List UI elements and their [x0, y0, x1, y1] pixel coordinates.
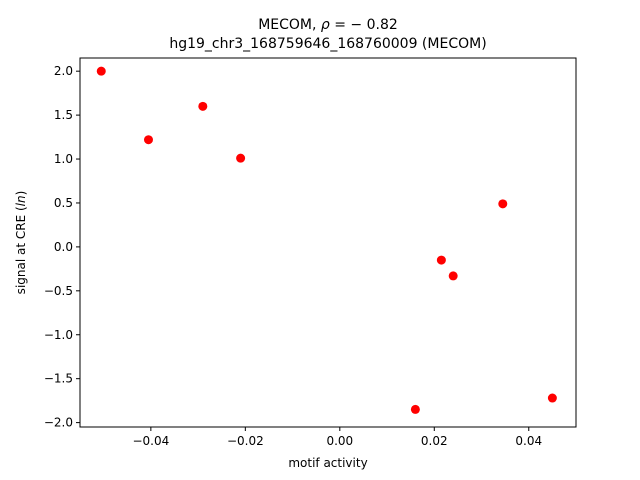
scatter-point [410, 404, 420, 414]
scatter-point [498, 199, 508, 209]
scatter-point [96, 66, 106, 76]
data-points [96, 66, 557, 414]
scatter-point [143, 135, 153, 145]
scatter-point [436, 255, 446, 265]
chart-title-line1: MECOM, ρ = − 0.82 [258, 17, 398, 33]
x-axis-label: motif activity [288, 456, 367, 470]
chart-title-line2: hg19_chr3_168759646_168760009 (MECOM) [169, 36, 486, 52]
y-tick-label: −2.0 [44, 416, 73, 430]
y-tick-label: 0.5 [54, 196, 73, 210]
y-tick-label: 1.0 [54, 152, 73, 166]
y-tick-label: −0.5 [44, 284, 73, 298]
scatter-point [236, 153, 246, 163]
y-tick-label: −1.5 [44, 372, 73, 386]
scatter-point [448, 271, 458, 281]
scatter-point [547, 393, 557, 403]
x-tick-label: 0.02 [421, 434, 448, 448]
x-tick-label: −0.02 [227, 434, 264, 448]
ylabel-italic-ln: ln [14, 195, 28, 206]
scatter-point [198, 101, 208, 111]
rho-symbol: ρ [321, 17, 330, 33]
y-axis-label: signal at CRE (ln) [14, 191, 28, 295]
y-tick-label: 1.5 [54, 108, 73, 122]
x-tick-label: 0.04 [515, 434, 542, 448]
y-tick-label: −1.0 [44, 328, 73, 342]
y-tick-label: 0.0 [54, 240, 73, 254]
x-axis-ticks: −0.04 −0.02 0.00 0.02 0.04 [132, 427, 542, 448]
plot-frame [79, 57, 577, 428]
x-tick-label: 0.00 [326, 434, 353, 448]
y-tick-label: 2.0 [54, 64, 73, 78]
y-axis-ticks: −2.0 −1.5 −1.0 −0.5 0.0 0.5 1.0 1.5 2.0 [44, 64, 80, 430]
x-tick-label: −0.04 [132, 434, 169, 448]
